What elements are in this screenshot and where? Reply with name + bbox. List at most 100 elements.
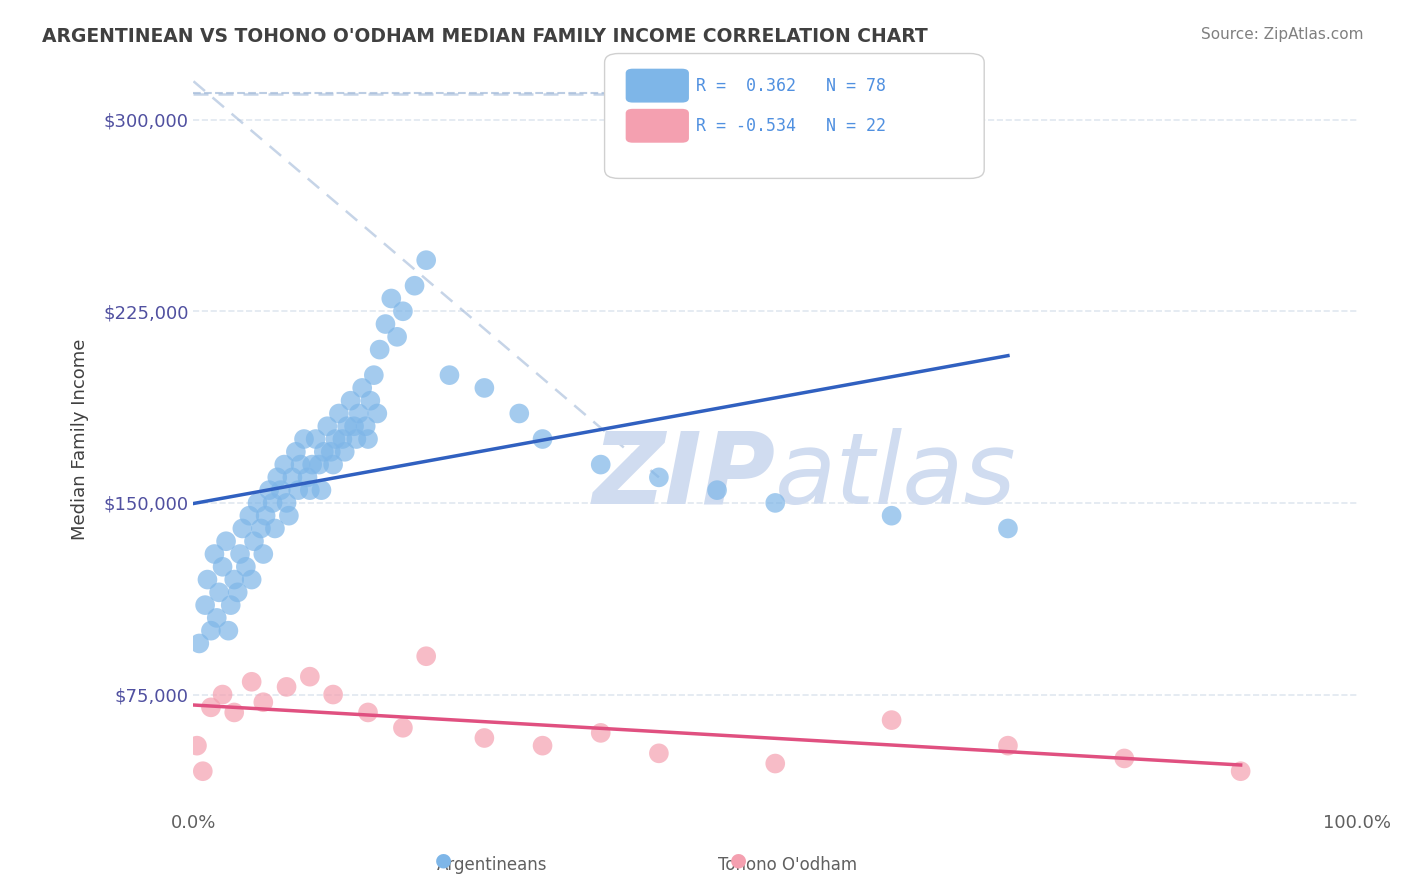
Point [404, 278, 426, 293]
Point [311, 483, 333, 497]
Point [297, 470, 319, 484]
Point [277, 508, 299, 523]
Point [270, 483, 292, 497]
Point [208, 585, 231, 599]
Point [589, 458, 612, 472]
Point [763, 756, 786, 771]
Point [200, 624, 222, 638]
Point [415, 649, 437, 664]
Point [301, 458, 323, 472]
Point [298, 670, 321, 684]
Point [276, 680, 298, 694]
Point [240, 674, 263, 689]
Point [474, 731, 496, 745]
Point [217, 624, 239, 638]
Point [363, 368, 385, 383]
Point [531, 739, 554, 753]
Point [250, 521, 273, 535]
Point [305, 432, 328, 446]
Point [763, 496, 786, 510]
Point [191, 764, 214, 779]
Point [1229, 764, 1251, 779]
Point [339, 393, 361, 408]
Text: ●: ● [730, 851, 747, 870]
Point [194, 598, 217, 612]
Point [325, 432, 347, 446]
Point [648, 470, 671, 484]
Point [281, 470, 304, 484]
Point [531, 432, 554, 446]
Point [589, 726, 612, 740]
Point [252, 547, 274, 561]
Point [215, 534, 238, 549]
Point [308, 458, 330, 472]
Point [257, 483, 280, 497]
Y-axis label: Median Family Income: Median Family Income [72, 338, 89, 540]
Point [368, 343, 391, 357]
Point [252, 695, 274, 709]
Point [385, 330, 408, 344]
Text: atlas: atlas [775, 427, 1017, 524]
Point [197, 573, 219, 587]
Text: Tohono O'odham: Tohono O'odham [718, 856, 856, 874]
Point [276, 496, 298, 510]
Point [347, 407, 370, 421]
Point [292, 432, 315, 446]
Text: R =  0.362   N = 78: R = 0.362 N = 78 [696, 77, 886, 95]
Text: ●: ● [434, 851, 451, 870]
Point [211, 559, 233, 574]
Point [357, 706, 380, 720]
Point [508, 407, 530, 421]
Point [287, 483, 309, 497]
Point [354, 419, 377, 434]
Point [254, 508, 277, 523]
Point [224, 573, 246, 587]
Point [880, 508, 903, 523]
Point [246, 496, 269, 510]
Point [322, 458, 344, 472]
Point [224, 706, 246, 720]
Point [332, 432, 354, 446]
Point [273, 458, 295, 472]
Text: ARGENTINEAN VS TOHONO O'ODHAM MEDIAN FAMILY INCOME CORRELATION CHART: ARGENTINEAN VS TOHONO O'ODHAM MEDIAN FAM… [42, 27, 928, 45]
Point [328, 407, 350, 421]
Text: R = -0.534   N = 22: R = -0.534 N = 22 [696, 117, 886, 135]
Point [322, 688, 344, 702]
Point [336, 419, 359, 434]
Text: Source: ZipAtlas.com: Source: ZipAtlas.com [1201, 27, 1364, 42]
Point [262, 496, 284, 510]
Point [226, 585, 249, 599]
Point [186, 739, 208, 753]
Point [231, 521, 253, 535]
Point [205, 611, 228, 625]
Point [439, 368, 461, 383]
Point [380, 292, 402, 306]
Point [284, 445, 307, 459]
Point [392, 721, 415, 735]
Point [344, 432, 367, 446]
Point [474, 381, 496, 395]
Point [343, 419, 366, 434]
Point [211, 688, 233, 702]
Point [1114, 751, 1136, 765]
Point [706, 483, 728, 497]
Point [316, 419, 339, 434]
Point [266, 470, 288, 484]
Point [357, 432, 380, 446]
Point [392, 304, 415, 318]
Point [204, 547, 226, 561]
Point [200, 700, 222, 714]
Point [333, 445, 356, 459]
Point [648, 747, 671, 761]
Point [415, 253, 437, 268]
Point [997, 739, 1019, 753]
Point [374, 317, 396, 331]
Point [319, 445, 342, 459]
Point [264, 521, 287, 535]
Point [243, 534, 266, 549]
Point [290, 458, 312, 472]
Point [366, 407, 388, 421]
Point [229, 547, 252, 561]
Text: Argentineans: Argentineans [437, 856, 547, 874]
Point [240, 573, 263, 587]
